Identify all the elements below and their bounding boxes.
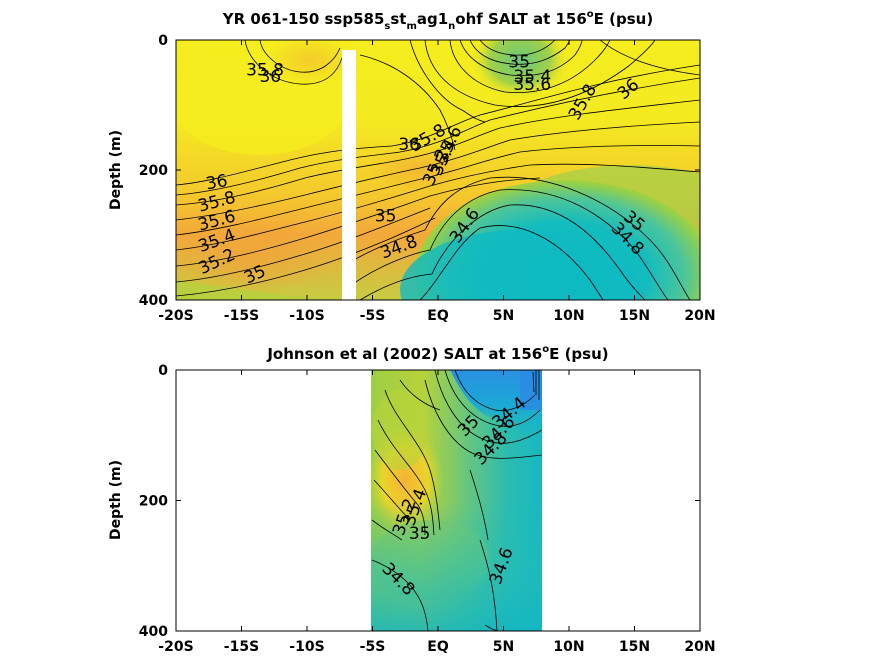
x-tick-label: 10N: [553, 308, 584, 324]
x-tick-label: 20N: [684, 639, 715, 655]
contour-label: 35.8: [246, 60, 284, 80]
x-tick-label: 20N: [684, 308, 715, 324]
y-axis-label: Depth (m): [108, 460, 124, 540]
contour-label: 35: [409, 524, 431, 544]
salinity-field: [371, 370, 542, 631]
x-tick-label: -5S: [360, 639, 386, 655]
x-tick-label: 5N: [493, 639, 514, 655]
x-tick-label: EQ: [427, 308, 449, 324]
panel-title: YR 061-150 ssp585sstmag1nohf SALT at 156…: [222, 9, 653, 32]
observed-salinity-panel: Johnson et al (2002) SALT at 156oE (psu): [108, 344, 716, 655]
x-tick-label: -15S: [224, 308, 259, 324]
x-tick-label: 5N: [493, 308, 514, 324]
y-tick-label: 0: [158, 363, 168, 379]
contour-label: 36: [204, 171, 229, 194]
x-tick-label: -10S: [289, 639, 324, 655]
contour-lines: [371, 370, 542, 631]
model-salinity-panel: YR 061-150 ssp585sstmag1nohf SALT at 156…: [108, 9, 716, 324]
salinity-field: [176, 40, 700, 300]
x-tick-label: 15N: [619, 308, 650, 324]
x-tick-label: 10N: [553, 639, 584, 655]
y-tick-label: 200: [139, 163, 168, 179]
y-tick-label: 200: [139, 494, 168, 510]
contour-label: 36: [398, 135, 420, 155]
y-tick-label: 400: [139, 624, 168, 640]
axes: -20S -15S -10S -5S EQ 5N 10N 15N 20N 0 200 400: [139, 33, 716, 324]
y-axis-label: Depth (m): [108, 130, 124, 210]
x-tick-label: 15N: [619, 639, 650, 655]
x-tick-label: -20S: [158, 308, 193, 324]
contour-label: 36: [259, 67, 281, 87]
x-tick-label: -10S: [289, 308, 324, 324]
x-tick-label: -20S: [158, 639, 193, 655]
contour-label: 35.6: [513, 75, 551, 95]
y-tick-label: 0: [158, 33, 168, 49]
x-tick-label: -5S: [360, 308, 386, 324]
contour-label: 35: [375, 207, 397, 227]
axes: -20S -15S -10S -5S EQ 5N 10N 15N 20N 0 200 400: [139, 363, 716, 655]
y-tick-label: 400: [139, 293, 168, 309]
panel-title: Johnson et al (2002) SALT at 156oE (psu): [266, 344, 608, 363]
contour-lines: [176, 40, 700, 300]
contour-label: 35: [508, 52, 530, 72]
x-tick-label: -15S: [224, 639, 259, 655]
x-tick-label: EQ: [427, 639, 449, 655]
contour-label: 35.4: [513, 67, 551, 87]
data-gap: [342, 50, 356, 300]
